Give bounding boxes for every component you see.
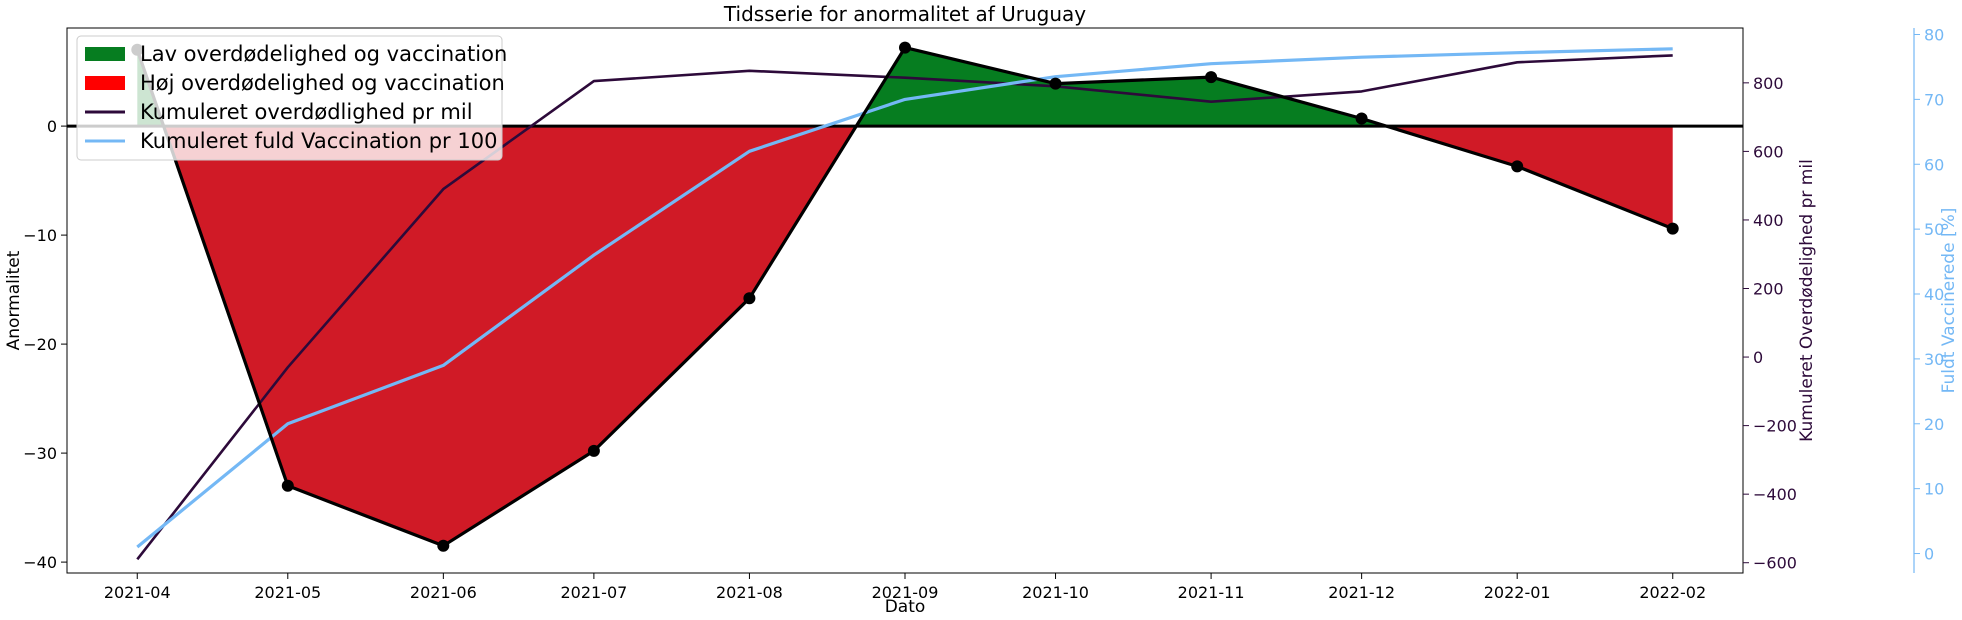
- x-tick-label: 2022-02: [1639, 583, 1706, 602]
- y-right2-tick-label: 50: [1924, 220, 1944, 239]
- high-excess-fill-area-3: [1386, 126, 1673, 229]
- x-tick-label: 2021-07: [560, 583, 627, 602]
- y-right2-tick-label: 40: [1924, 285, 1944, 304]
- y-left-tick-label: −30: [23, 444, 57, 463]
- high-excess-fill-area-1: [163, 126, 857, 546]
- y-right2-tick-label: 20: [1924, 415, 1944, 434]
- x-tick-label: 2021-08: [716, 583, 783, 602]
- y-right1-tick-label: 800: [1753, 74, 1784, 93]
- x-axis-title: Dato: [885, 597, 926, 617]
- anomaly-point-2021-05-31: [437, 539, 450, 552]
- y-left-tick-label: −20: [23, 335, 57, 354]
- chart-title: Tidsserie for anormalitet af Uruguay: [723, 2, 1086, 26]
- y-right1-tick-label: −400: [1753, 485, 1797, 504]
- anomaly-point-2021-09-30: [1049, 77, 1062, 90]
- anomaly-point-2021-12-31: [1511, 160, 1524, 173]
- legend-swatch-0: [85, 47, 125, 61]
- y-right2-tick-label: 10: [1924, 480, 1944, 499]
- anomaly-point-2021-06-30: [587, 444, 600, 457]
- vaccination-line: [136, 47, 1673, 549]
- y-axis-right-vaccination-title: Fuldt Vaccinerede [%]: [1939, 208, 1959, 394]
- y-right1-tick-label: 200: [1753, 280, 1784, 299]
- y-right2-tick-label: 0: [1924, 545, 1934, 564]
- anomaly-markers: [131, 41, 1679, 552]
- x-tick-label: 2021-04: [104, 583, 171, 602]
- y-right2-tick-label: 30: [1924, 350, 1944, 369]
- y-right1-tick-label: −200: [1753, 417, 1797, 436]
- anomaly-point-2021-04-30: [281, 479, 294, 492]
- y-right2-tick-label: 60: [1924, 155, 1944, 174]
- legend-label-0: Lav overdødelighed og vaccination: [140, 42, 507, 66]
- y-axis-right-excess-mortality: −600 −400 −200 0 200 400 600 800: [1743, 74, 1797, 573]
- anomaly-point-2021-10-31: [1205, 71, 1218, 84]
- x-tick-label: 2021-09: [872, 583, 939, 602]
- y-left-tick-label: −40: [23, 553, 57, 572]
- y-right2-tick-label: 70: [1924, 90, 1944, 109]
- y-axis-left-title: Anormalitet: [4, 250, 24, 350]
- legend-label-2: Kumuleret overdødlighed pr mil: [140, 100, 473, 124]
- y-left-tick-label: 0: [47, 117, 57, 136]
- legend-box: [76, 35, 503, 161]
- anomaly-point-2021-11-30: [1355, 112, 1368, 125]
- legend: Lav overdødelighed og vaccination Høj ove…: [76, 35, 507, 161]
- y-right2-tick-label: 80: [1924, 25, 1944, 44]
- y-axis-left: −40 −30 −20 −10 0: [23, 117, 67, 572]
- legend-label-3: Kumuleret fuld Vaccination pr 100: [140, 129, 497, 153]
- y-right1-tick-label: 0: [1753, 348, 1763, 367]
- x-tick-label: 2022-01: [1484, 583, 1551, 602]
- y-axis-right-excess-mortality-title: Kumuleret Overdødelighed pr mil: [1797, 159, 1817, 442]
- legend-swatch-1: [85, 76, 125, 90]
- anomaly-point-2021-07-31: [743, 292, 756, 305]
- legend-label-1: Høj overdødelighed og vaccination: [140, 71, 505, 95]
- x-tick-label: 2021-06: [410, 583, 477, 602]
- y-right1-tick-label: 600: [1753, 142, 1784, 161]
- x-tick-label: 2021-12: [1328, 583, 1395, 602]
- y-right1-tick-label: 400: [1753, 211, 1784, 230]
- y-axis-right-vaccination: 0 10 20 30 40 50 60 70 80: [1913, 25, 1944, 573]
- x-tick-label: 2021-05: [254, 583, 321, 602]
- low-excess-fill-area-2: [856, 47, 1387, 127]
- y-right1-tick-label: −600: [1753, 554, 1797, 573]
- x-tick-label: 2021-10: [1022, 583, 1089, 602]
- x-tick-label: 2021-11: [1178, 583, 1245, 602]
- x-axis: 2021-04 2021-05 2021-06 2021-07 2021-08 2021-…: [104, 573, 1706, 602]
- anomaly-point-2021-08-31: [899, 41, 911, 54]
- y-left-tick-label: −10: [23, 226, 57, 245]
- excess-mortality-line: [136, 54, 1673, 561]
- anomaly-point-2022-01-31: [1666, 222, 1679, 235]
